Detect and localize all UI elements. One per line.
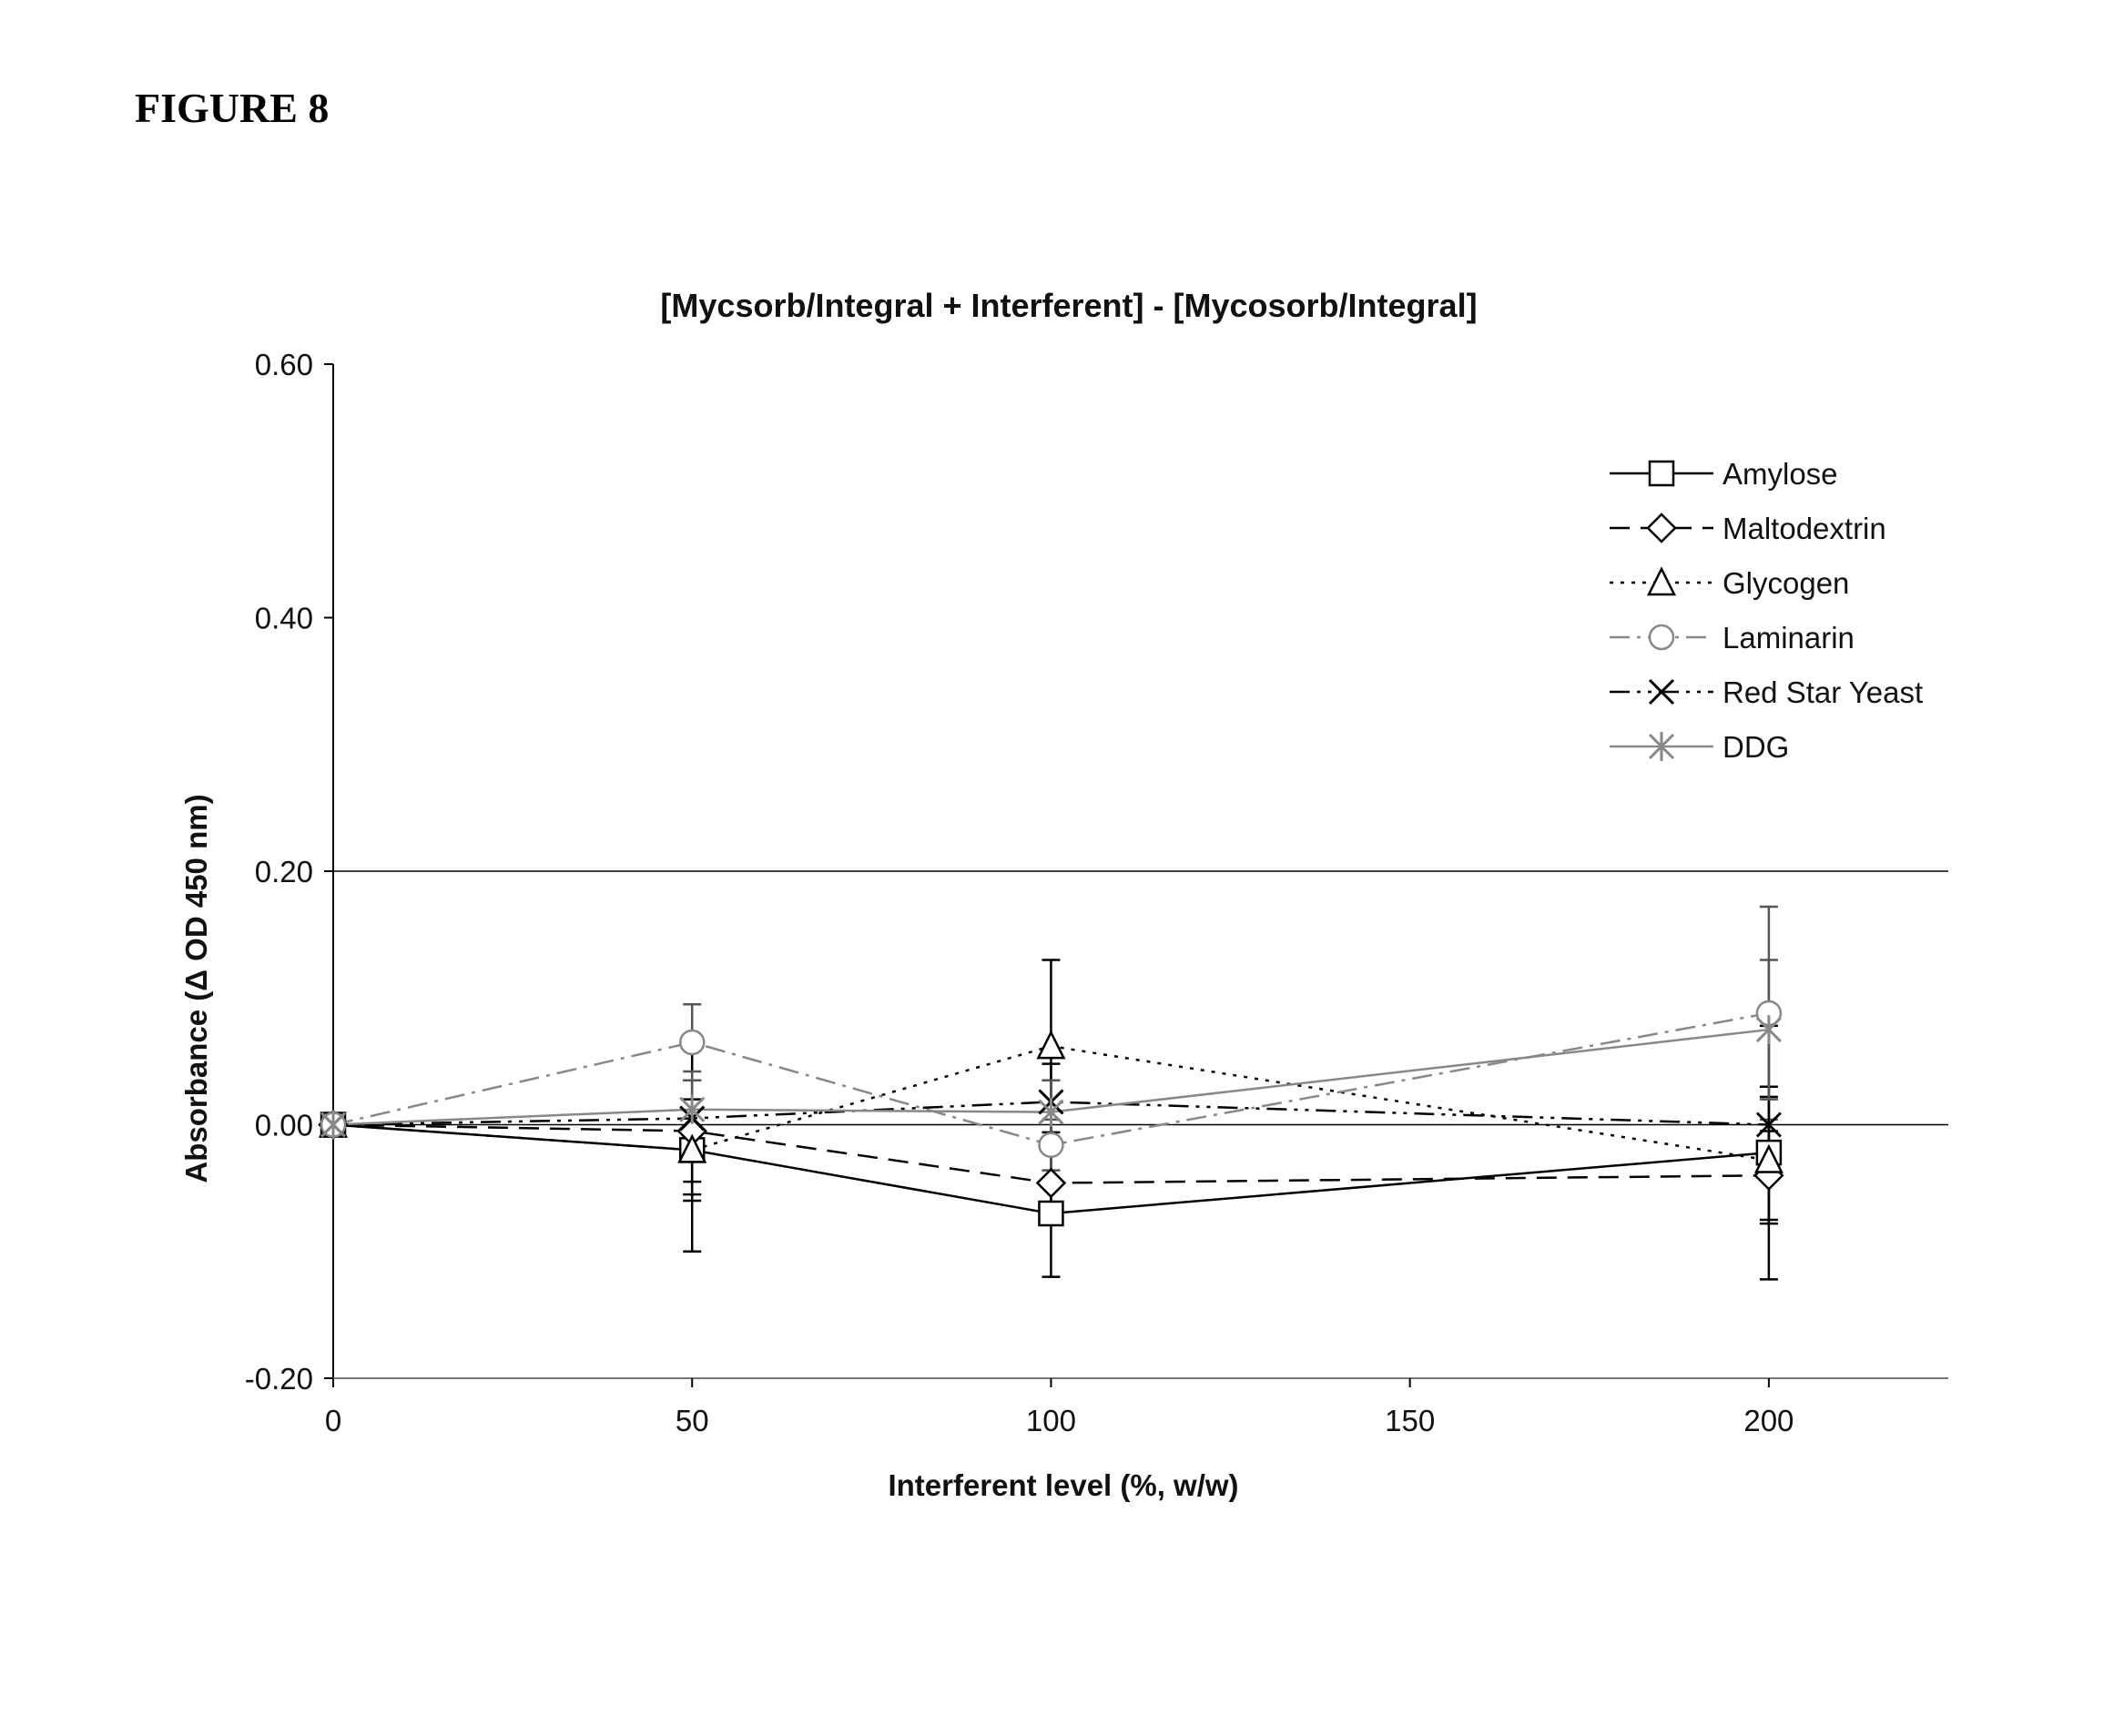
data-point-ddg: [320, 1110, 347, 1140]
legend: Amylose Maltodextrin Glycogen Laminarin Red …: [1610, 457, 1923, 764]
legend-marker-amylose: [1648, 460, 1675, 487]
chart-title: [Mycsorb/Integral + Interferent] - [Myco…: [660, 287, 1477, 324]
error-bars: [683, 905, 1778, 1281]
y-tick-label: 0.40: [255, 602, 313, 635]
y-tick-label: 0.60: [255, 348, 313, 381]
legend-marker-laminarin: [1648, 624, 1675, 651]
figure-label: FIGURE 8: [135, 85, 330, 131]
data-point-glycogen: [1036, 1030, 1066, 1060]
legend-label-maltodextrin: Maltodextrin: [1723, 512, 1886, 545]
data-point-glycogen: [1753, 1143, 1784, 1173]
data-point-ddg: [1038, 1097, 1064, 1127]
legend-label-red-star-yeast: Red Star Yeast: [1723, 675, 1923, 709]
x-tick-label: 150: [1385, 1404, 1435, 1437]
data-point-amylose: [1038, 1200, 1064, 1227]
legend-marker-red-star-yeast: [1648, 678, 1675, 706]
y-tick-label: -0.20: [245, 1362, 313, 1396]
x-tick-label: 50: [676, 1404, 709, 1437]
series-lines: [332, 1011, 1770, 1215]
x-axis-ticks: 0 50 100 150 200: [325, 1378, 1794, 1437]
x-tick-label: 0: [325, 1404, 341, 1437]
data-point-glycogen: [677, 1133, 707, 1163]
x-axis-label: Interferent level (%, w/w): [888, 1468, 1238, 1502]
legend-label-amylose: Amylose: [1723, 457, 1838, 491]
y-axis-label: Absorbance (Δ OD 450 nm): [179, 794, 213, 1183]
data-point-maltodextrin: [1035, 1167, 1067, 1199]
series-line-maltodextrin: [332, 1123, 1769, 1184]
series-line-laminarin: [332, 1011, 1770, 1147]
legend-label-glycogen: Glycogen: [1723, 566, 1849, 600]
y-tick-label: 0.20: [255, 855, 313, 888]
gridlines: [333, 870, 1948, 1126]
series-markers: [318, 1000, 1784, 1227]
data-point-laminarin: [1038, 1132, 1064, 1159]
x-tick-label: 100: [1026, 1404, 1076, 1437]
series-line-amylose: [332, 1123, 1769, 1215]
data-point-ddg: [679, 1094, 706, 1124]
x-tick-label: 200: [1743, 1404, 1794, 1437]
legend-marker-glycogen: [1646, 566, 1677, 596]
legend-label-ddg: DDG: [1723, 730, 1789, 764]
series-line-glycogen: [332, 1044, 1770, 1162]
legend-marker-maltodextrin: [1646, 513, 1677, 543]
data-point-red-star-yeast: [1755, 1112, 1782, 1138]
series-line-ddg: [332, 1028, 1770, 1126]
data-point-laminarin: [678, 1029, 706, 1056]
y-tick-label: 0.00: [255, 1109, 313, 1142]
data-point-ddg: [1755, 1015, 1782, 1045]
legend-label-laminarin: Laminarin: [1723, 621, 1855, 655]
y-axis-ticks: -0.20 0.00 0.20 0.40 0.60: [245, 348, 333, 1396]
legend-marker-ddg: [1648, 732, 1675, 761]
